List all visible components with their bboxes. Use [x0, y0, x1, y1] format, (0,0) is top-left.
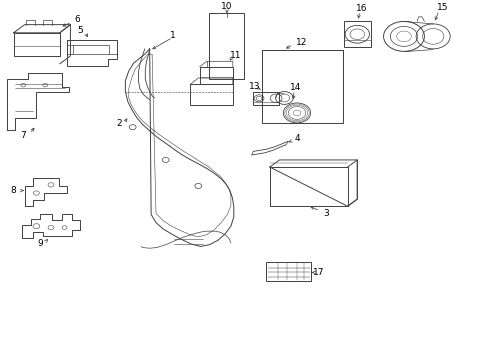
Text: 7: 7 [20, 131, 26, 140]
Text: 13: 13 [249, 82, 261, 91]
Text: 15: 15 [436, 3, 447, 12]
Text: 8: 8 [11, 186, 17, 195]
Text: 12: 12 [296, 38, 307, 47]
Text: 5: 5 [77, 26, 83, 35]
Bar [190, 85, 232, 105]
Bar [344, 22, 370, 47]
Bar [209, 13, 244, 79]
Bar [253, 91, 278, 105]
Text: 2: 2 [116, 119, 122, 128]
Text: 1: 1 [169, 31, 175, 40]
Text: 9: 9 [38, 239, 43, 248]
Bar [14, 33, 60, 56]
Text: 4: 4 [294, 134, 299, 143]
Text: 16: 16 [356, 4, 367, 13]
Bar [200, 67, 232, 84]
Text: 17: 17 [312, 268, 324, 277]
Bar [266, 262, 310, 281]
Text: 11: 11 [229, 51, 241, 60]
Text: 6: 6 [74, 15, 80, 24]
Text: 3: 3 [323, 209, 328, 218]
Bar [261, 50, 343, 123]
Text: 10: 10 [221, 2, 232, 11]
Text: 14: 14 [289, 83, 301, 92]
